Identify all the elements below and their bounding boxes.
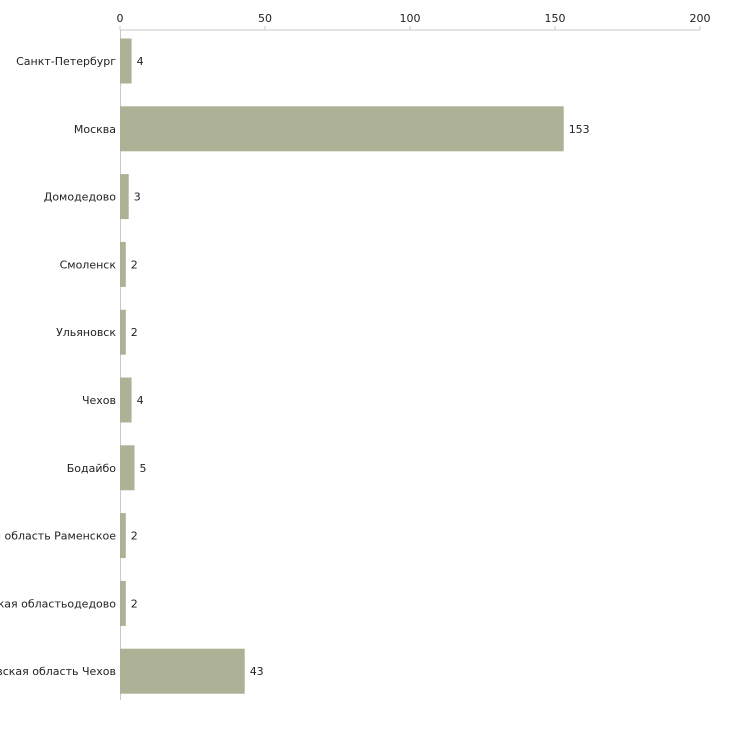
bar <box>120 241 126 287</box>
x-axis-ticks: 0 50 100 150 200 <box>117 12 711 30</box>
bars <box>120 38 564 694</box>
value-label: 3 <box>134 191 141 204</box>
category-label: Ульяновск <box>56 326 116 339</box>
bar <box>120 648 245 694</box>
category-label: я область Раменское <box>0 530 116 543</box>
value-label: 2 <box>131 530 138 543</box>
value-labels: 4 153 3 2 2 4 5 2 2 43 <box>131 55 590 678</box>
value-label: 4 <box>137 394 144 407</box>
value-label: 5 <box>140 462 147 475</box>
category-label: Бодайбо <box>67 462 117 475</box>
bar <box>120 38 132 84</box>
category-labels: Санкт-Петербург Москва Домодедово Смоленск У… <box>0 55 116 678</box>
bar <box>120 580 126 626</box>
x-tick-label: 50 <box>258 12 272 25</box>
category-label: Москва <box>74 123 116 136</box>
category-label: Домодедово <box>44 191 117 204</box>
value-label: 2 <box>131 597 138 610</box>
bar <box>120 174 129 220</box>
value-label: 43 <box>250 665 264 678</box>
category-label: Чехов <box>82 394 116 407</box>
value-label: 2 <box>131 258 138 271</box>
category-label: вская область Чехов <box>0 665 116 678</box>
bar <box>120 445 135 491</box>
category-label: Смоленск <box>60 258 117 271</box>
bar <box>120 106 564 152</box>
x-tick-label: 150 <box>545 12 566 25</box>
bar <box>120 377 132 423</box>
x-tick-label: 0 <box>117 12 124 25</box>
value-label: 2 <box>131 326 138 339</box>
value-label: 153 <box>569 123 590 136</box>
bar <box>120 513 126 559</box>
x-tick-label: 200 <box>690 12 711 25</box>
category-label: Санкт-Петербург <box>16 55 116 68</box>
x-tick-label: 100 <box>400 12 421 25</box>
bar <box>120 309 126 355</box>
category-label: ская областьодедово <box>0 597 116 610</box>
value-label: 4 <box>137 55 144 68</box>
